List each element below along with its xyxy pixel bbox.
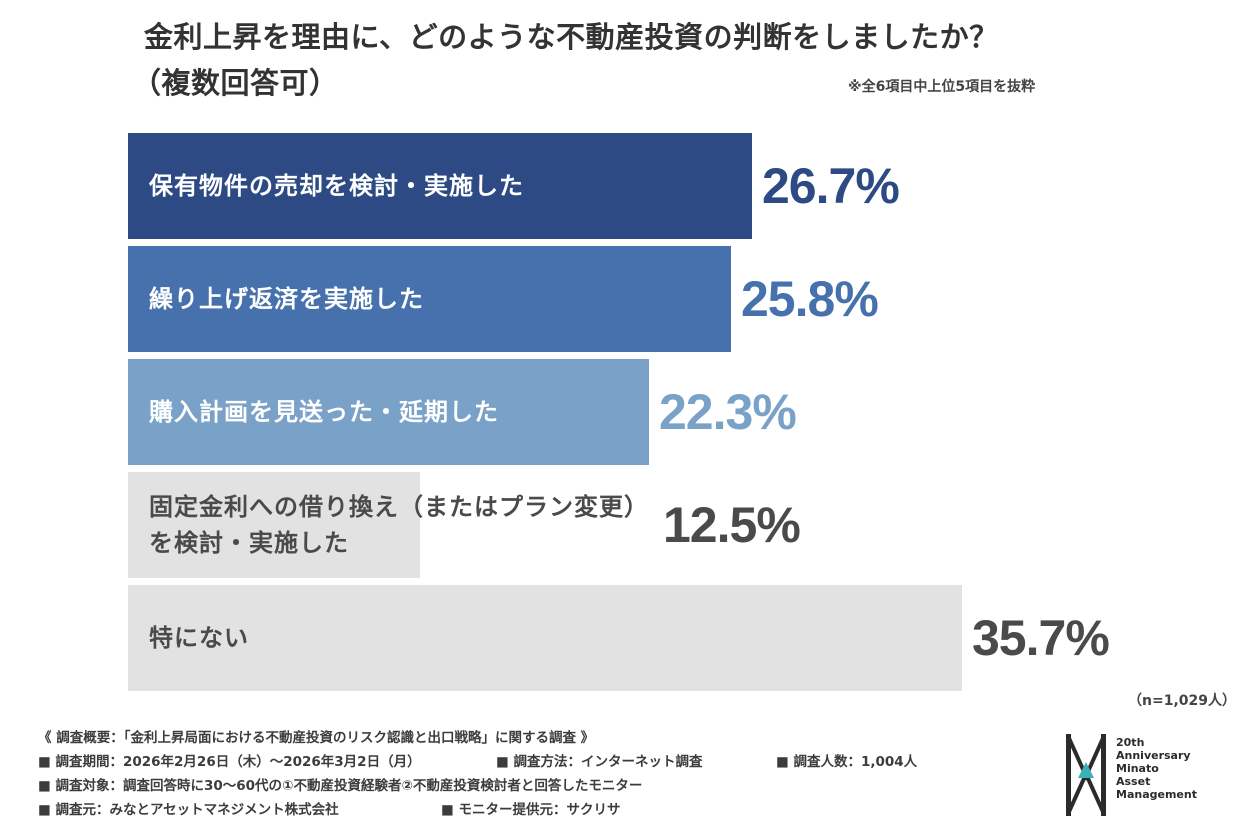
bar-label-line: 固定金利への借り換え（またはプラン変更） xyxy=(149,493,649,521)
survey-method: ■ 調査方法：インターネット調査 xyxy=(496,754,703,770)
bar-value-1: 26.7% xyxy=(762,158,900,214)
selection-note: ※全6項目中上位5項目を抜粋 xyxy=(848,79,1036,95)
bar-label-3: 購入計画を見送った・延期した xyxy=(149,394,499,430)
survey-respondents: ■ 調査人数：1,004人 xyxy=(776,754,918,770)
bar-value-5: 35.7% xyxy=(972,610,1110,666)
chart-title: 金利上昇を理由に、どのような不動産投資の判断をしましたか？ （複数回答可） xyxy=(132,14,999,106)
bar-label-4: 固定金利への借り換え（またはプラン変更） を検討・実施した xyxy=(149,489,649,561)
survey-panel: ■ モニター提供元：サクリサ xyxy=(441,802,621,818)
bar-label-line: 特にない xyxy=(149,624,249,652)
bar-4 xyxy=(128,472,420,578)
survey-period: ■ 調査期間：2026年2月26日（木）～2026年3月2日（月） xyxy=(38,754,421,770)
company-logo: 20th Anniversary Minato Asset Management xyxy=(1064,732,1214,822)
bar-label-line: を検討・実施した xyxy=(149,529,349,557)
bar-5 xyxy=(128,585,962,691)
chart-title-line1: 金利上昇を理由に、どのような不動産投資の判断をしましたか？ xyxy=(144,20,999,54)
bar-value-3: 22.3% xyxy=(659,384,797,440)
bar-3 xyxy=(128,359,649,465)
bar-label-line: 保有物件の売却を検討・実施した xyxy=(149,172,524,200)
minato-logo-icon xyxy=(1066,734,1106,816)
bar-value-4: 12.5% xyxy=(663,497,801,553)
bar-label-1: 保有物件の売却を検討・実施した xyxy=(149,168,524,204)
logo-asset: Asset xyxy=(1116,775,1151,788)
logo-text: 20th Anniversary Minato Asset Management xyxy=(1116,736,1214,801)
survey-organizer: ■ 調査元：みなとアセットマネジメント株式会社 xyxy=(38,802,339,818)
sample-size: （n=1,029人） xyxy=(1128,693,1236,709)
bar-label-line: 購入計画を見送った・延期した xyxy=(149,398,499,426)
logo-anniversary: 20th Anniversary xyxy=(1116,736,1191,762)
logo-minato: Minato xyxy=(1116,762,1159,775)
bar-label-line: 繰り上げ返済を実施した xyxy=(149,285,424,313)
survey-heading: 《 調査概要：「金利上昇局面における不動産投資のリスク認識と出口戦略」に関する調… xyxy=(38,730,595,746)
chart-title-line2: （複数回答可） xyxy=(132,66,339,100)
bar-label-5: 特にない xyxy=(149,620,249,656)
bar-2 xyxy=(128,246,731,352)
survey-target: ■ 調査対象：調査回答時に30～60代の①不動産投資経験者②不動産投資検討者と回… xyxy=(38,778,643,794)
bar-label-2: 繰り上げ返済を実施した xyxy=(149,281,424,317)
bar-1 xyxy=(128,133,752,239)
logo-management: Management xyxy=(1116,788,1197,801)
bar-value-2: 25.8% xyxy=(741,271,879,327)
